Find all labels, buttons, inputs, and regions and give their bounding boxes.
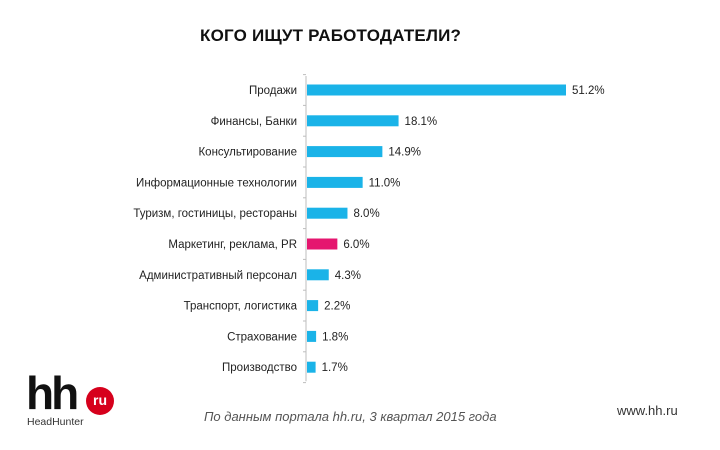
logo-mark: hh	[26, 367, 79, 419]
headhunter-logo: hh ru HeadHunter	[26, 370, 121, 432]
category-label: Административный персонал	[139, 270, 297, 282]
category-label: Информационные технологии	[136, 177, 297, 189]
value-label: 18.1%	[405, 116, 438, 128]
category-labels: Продажи Финансы, Банки Консультирование Инф…	[133, 85, 297, 374]
value-label: 14.9%	[388, 147, 421, 159]
value-labels: 51.2% 18.1% 14.9% 11.0% 8.0% 6.0% 4.3% 2.2% 1.8%…	[322, 85, 605, 374]
source-footnote: По данным портала hh.ru, 3 квартал 2015 …	[204, 409, 497, 424]
category-label: Продажи	[249, 85, 297, 97]
category-label: Страхование	[227, 331, 297, 343]
logo-subtitle: HeadHunter	[27, 416, 84, 428]
site-link[interactable]: www.hh.ru	[617, 403, 678, 418]
category-label: Транспорт, логистика	[184, 301, 298, 313]
bar-chart: Продажи Финансы, Банки Консультирование Инф…	[133, 74, 605, 384]
value-label: 1.8%	[322, 331, 348, 343]
bars	[307, 84, 566, 373]
bar	[307, 361, 316, 373]
axis-ticks	[303, 74, 306, 384]
category-label: Производство	[222, 362, 297, 374]
category-label: Маркетинг, реклама, PR	[168, 239, 297, 251]
value-label: 1.7%	[322, 362, 348, 374]
bar	[307, 269, 329, 281]
bar	[307, 84, 566, 96]
category-label: Финансы, Банки	[211, 116, 297, 128]
bar	[307, 176, 363, 188]
bar	[307, 146, 383, 158]
category-label: Консультирование	[198, 147, 297, 159]
category-label: Туризм, гостиницы, рестораны	[133, 208, 297, 220]
chart-title: КОГО ИЩУТ РАБОТОДАТЕЛИ?	[200, 26, 462, 45]
bar	[307, 300, 319, 312]
bar	[307, 207, 348, 219]
logo-badge: ru	[86, 387, 114, 415]
value-label: 51.2%	[572, 85, 605, 97]
value-label: 2.2%	[324, 301, 350, 313]
bar	[307, 115, 399, 127]
value-label: 4.3%	[335, 270, 361, 282]
bar	[307, 238, 338, 250]
value-label: 11.0%	[369, 177, 401, 189]
value-label: 8.0%	[353, 208, 379, 220]
bar	[307, 330, 317, 342]
value-label: 6.0%	[343, 239, 369, 251]
